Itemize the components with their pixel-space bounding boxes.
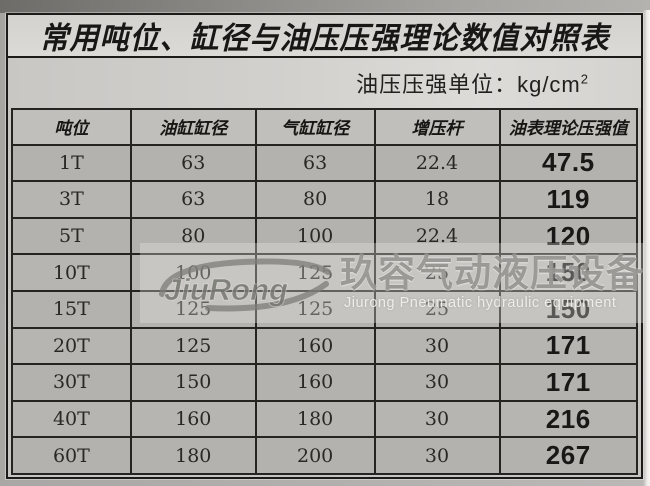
cell-oil-cylinder-diameter: 100 bbox=[129, 253, 257, 292]
cell-oil-cylinder-diameter: 125 bbox=[129, 326, 257, 366]
pressure-unit-label: 油压压强单位： bbox=[356, 72, 518, 97]
header-oil-cylinder-diameter: 油缸缸径 bbox=[129, 108, 257, 146]
cell-gauge-pressure: 119 bbox=[498, 180, 638, 219]
cell-booster-rod: 18 bbox=[373, 180, 501, 219]
pressure-unit-value: kg/cm bbox=[517, 72, 581, 97]
table-row: 30T 150 160 30 171 bbox=[11, 363, 638, 402]
paper-right-edge bbox=[643, 10, 650, 486]
cell-booster-rod: 22.4 bbox=[373, 216, 501, 256]
cell-air-cylinder-diameter: 160 bbox=[254, 363, 376, 402]
header-gauge-pressure: 油表理论压强值 bbox=[498, 108, 638, 146]
cell-air-cylinder-diameter: 200 bbox=[254, 436, 376, 475]
header-booster-rod: 增压杆 bbox=[373, 108, 501, 146]
cell-tonnage: 5T bbox=[11, 216, 132, 256]
cell-booster-rod: 25 bbox=[373, 289, 501, 329]
cell-oil-cylinder-diameter: 160 bbox=[129, 399, 257, 439]
pressure-unit-note: 油压压强单位：kg/cm2 bbox=[356, 67, 589, 99]
cell-tonnage: 60T bbox=[11, 436, 132, 475]
cell-tonnage: 40T bbox=[11, 399, 132, 439]
cell-tonnage: 15T bbox=[11, 289, 132, 329]
cell-oil-cylinder-diameter: 125 bbox=[129, 289, 257, 329]
table-row: 60T 180 200 30 267 bbox=[11, 436, 638, 475]
cell-tonnage: 20T bbox=[11, 326, 132, 366]
cell-booster-rod: 30 bbox=[373, 399, 501, 439]
table-container: 吨位 油缸缸径 气缸缸径 增压杆 油表理论压强值 1T 63 63 22.4 4… bbox=[8, 108, 641, 475]
table-row: 5T 80 100 22.4 120 bbox=[11, 216, 638, 256]
document-frame: 常用吨位、缸径与油压压强理论数值对照表 油压压强单位：kg/cm2 吨位 油缸缸… bbox=[6, 13, 643, 479]
cell-oil-cylinder-diameter: 63 bbox=[129, 180, 257, 219]
cell-air-cylinder-diameter: 180 bbox=[254, 399, 376, 439]
page-title: 常用吨位、缸径与油压压强理论数值对照表 bbox=[39, 19, 610, 56]
cell-booster-rod: 30 bbox=[373, 326, 501, 366]
cell-gauge-pressure: 267 bbox=[498, 436, 638, 475]
cell-air-cylinder-diameter: 80 bbox=[254, 180, 376, 219]
cell-booster-rod: 30 bbox=[373, 363, 501, 402]
cell-gauge-pressure: 47.5 bbox=[498, 143, 638, 183]
cell-gauge-pressure: 120 bbox=[498, 216, 638, 256]
title-bar: 常用吨位、缸径与油压压强理论数值对照表 bbox=[8, 15, 641, 58]
pressure-unit-exponent: 2 bbox=[580, 71, 589, 87]
photo-top-shadow-band bbox=[0, 0, 650, 13]
cell-booster-rod: 25 bbox=[373, 253, 501, 292]
cell-tonnage: 10T bbox=[11, 253, 132, 292]
cell-gauge-pressure: 171 bbox=[498, 326, 638, 366]
cell-oil-cylinder-diameter: 63 bbox=[129, 143, 257, 183]
table-row: 15T 125 125 25 150 bbox=[11, 289, 638, 329]
cell-air-cylinder-diameter: 100 bbox=[254, 216, 376, 256]
pressure-reference-table: 吨位 油缸缸径 气缸缸径 增压杆 油表理论压强值 1T 63 63 22.4 4… bbox=[11, 108, 638, 475]
unit-note-row: 油压压强单位：kg/cm2 bbox=[8, 58, 641, 108]
cell-gauge-pressure: 216 bbox=[498, 399, 638, 439]
cell-tonnage: 30T bbox=[11, 363, 132, 402]
cell-air-cylinder-diameter: 125 bbox=[254, 289, 376, 329]
cell-oil-cylinder-diameter: 80 bbox=[129, 216, 257, 256]
table-row: 40T 160 180 30 216 bbox=[11, 399, 638, 439]
header-tonnage: 吨位 bbox=[11, 108, 132, 146]
cell-oil-cylinder-diameter: 180 bbox=[129, 436, 257, 475]
cell-air-cylinder-diameter: 63 bbox=[254, 143, 376, 183]
cell-gauge-pressure: 150 bbox=[498, 289, 638, 329]
table-header-row: 吨位 油缸缸径 气缸缸径 增压杆 油表理论压强值 bbox=[11, 108, 638, 146]
cell-oil-cylinder-diameter: 150 bbox=[129, 363, 257, 402]
table-row: 1T 63 63 22.4 47.5 bbox=[11, 143, 638, 183]
table-row: 3T 63 80 18 119 bbox=[11, 180, 638, 219]
cell-gauge-pressure: 171 bbox=[498, 363, 638, 402]
table-row: 20T 125 160 30 171 bbox=[11, 326, 638, 366]
table-row: 10T 100 125 25 150 bbox=[11, 253, 638, 292]
cell-booster-rod: 22.4 bbox=[373, 143, 501, 183]
cell-booster-rod: 30 bbox=[373, 436, 501, 475]
cell-gauge-pressure: 150 bbox=[498, 253, 638, 292]
cell-air-cylinder-diameter: 125 bbox=[254, 253, 376, 292]
cell-air-cylinder-diameter: 160 bbox=[254, 326, 376, 366]
header-air-cylinder-diameter: 气缸缸径 bbox=[254, 108, 376, 146]
cell-tonnage: 3T bbox=[11, 180, 132, 219]
cell-tonnage: 1T bbox=[11, 143, 132, 183]
